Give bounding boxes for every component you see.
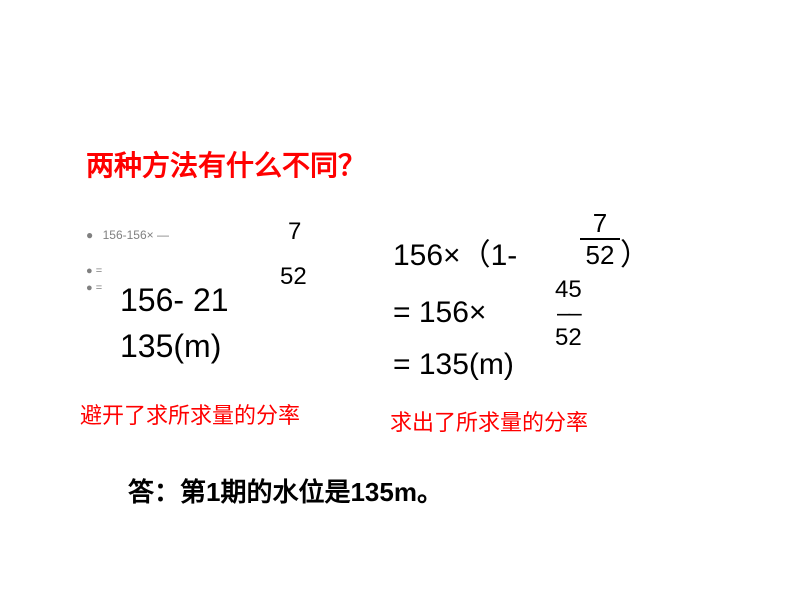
frac-den: 52 [580, 242, 620, 268]
bullet-eq-1: ● = [86, 265, 102, 277]
right-expr-line2: = 156× [393, 296, 486, 330]
eq-sign: = [96, 265, 102, 277]
bullet-dot-icon: ● [86, 282, 93, 294]
bullet-dot-icon: ● [86, 228, 93, 242]
bullet-expr-1: ● 156-156× — [86, 228, 169, 242]
eq-sign: = [96, 282, 102, 294]
frac-num: 7 [580, 210, 620, 236]
frac-line: –– [557, 300, 580, 327]
bullet-text: 156-156× — [103, 228, 169, 242]
right-expr-line1: 156×（1- [393, 230, 517, 274]
fraction-7-52: 7 52 [580, 210, 620, 268]
bullet-dot-icon: ● [86, 265, 93, 277]
fraction-numerator-7: 7 [288, 218, 301, 246]
title-heading: 两种方法有什么不同？ [86, 144, 366, 184]
frac-num: 45 [555, 278, 582, 302]
fraction-denominator-52: 52 [280, 263, 307, 291]
frac-den: 52 [555, 326, 582, 350]
note-left: 避开了求所求量的分率 [80, 402, 310, 431]
note-right: 求出了所求量的分率 [390, 405, 588, 437]
bullet-eq-2: ● = [86, 282, 102, 294]
fraction-45-52: 45 –– 52 [555, 278, 582, 350]
left-expr-line1: 156- 21 [120, 282, 229, 319]
answer-text: 答：第1期的水位是135m。 [128, 472, 443, 509]
left-expr-line2: 135(m) [120, 328, 221, 365]
right-expr-line3: = 135(m) [393, 348, 514, 382]
close-paren: ） [620, 230, 650, 274]
